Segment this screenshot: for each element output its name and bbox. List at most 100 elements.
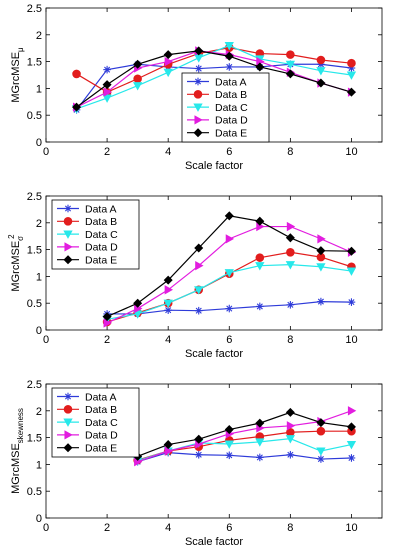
x-tick-label: 0: [43, 522, 49, 534]
chart-panel-3: 0 2 4 6 8 10 0 0.5 1 1.5 2 2.5 Scale factor MGrcMSEsk…: [10, 379, 383, 548]
data-point: [164, 56, 174, 67]
data-point: [133, 298, 143, 308]
series-line: [76, 63, 352, 111]
data-point: [285, 60, 296, 70]
data-point: [102, 94, 112, 103]
legend-label: Data B: [85, 216, 117, 228]
x-axis-label: Scale factor: [185, 536, 243, 548]
y-tick-label: 2.5: [27, 3, 42, 15]
data-point: [225, 451, 234, 460]
legend-label: Data A: [85, 391, 117, 403]
y-tick-label: 2: [36, 30, 42, 42]
data-point: [225, 63, 234, 71]
data-point: [255, 62, 265, 72]
legend-marker: [194, 77, 202, 86]
data-point: [286, 247, 295, 257]
legend-marker: [64, 392, 72, 401]
data-point: [285, 407, 295, 417]
x-tick-label: 6: [226, 522, 232, 534]
y-axis-label: MGrcMSEskewness: [10, 408, 25, 494]
data-point: [346, 246, 356, 256]
series-a: [103, 297, 356, 318]
data-point: [224, 269, 234, 278]
data-point: [224, 425, 234, 435]
y-tick-label: 2: [36, 218, 42, 230]
legend-entry: Data A: [57, 391, 117, 403]
data-point: [103, 65, 111, 74]
data-point: [347, 58, 356, 68]
x-axis-label: Scale factor: [185, 160, 243, 172]
data-point: [256, 453, 264, 462]
series-e: [102, 211, 356, 322]
data-point: [346, 422, 356, 432]
data-point: [317, 455, 325, 463]
x-tick-label: 0: [43, 146, 49, 158]
y-axis-label-sup: 2: [7, 234, 16, 239]
x-tick-label: 4: [165, 146, 171, 158]
legend-entry: Data D: [187, 115, 248, 127]
y-tick-label: 1: [36, 459, 42, 471]
y-tick-label: 1: [36, 271, 42, 283]
legend-marker: [193, 90, 203, 99]
data-point: [163, 440, 173, 450]
y-tick-label: 1.5: [27, 57, 42, 69]
data-point: [346, 441, 357, 450]
data-point: [194, 434, 204, 444]
data-point: [286, 450, 295, 459]
legend-label: Data D: [215, 115, 248, 127]
legend-marker: [63, 405, 73, 414]
x-tick-label: 8: [287, 522, 293, 534]
x-tick-label: 8: [287, 334, 293, 346]
data-point: [164, 446, 174, 456]
data-point: [195, 261, 204, 271]
data-point: [133, 74, 142, 84]
data-point: [163, 68, 173, 78]
data-point: [224, 440, 234, 449]
data-point: [286, 50, 295, 59]
data-point: [316, 447, 326, 456]
data-point: [102, 312, 112, 322]
data-point: [316, 67, 326, 76]
legend-label: Data E: [85, 443, 117, 455]
data-point: [316, 418, 326, 428]
data-point: [224, 211, 234, 221]
legend-entry: Data C: [57, 417, 118, 429]
data-point: [194, 450, 203, 459]
x-tick-label: 0: [43, 334, 49, 346]
x-tick-label: 4: [165, 334, 171, 346]
x-tick-label: 2: [104, 522, 110, 534]
data-point: [255, 418, 265, 428]
legend-label: Data D: [85, 242, 118, 254]
legend-label: Data B: [215, 89, 247, 101]
y-tick-label: 0.5: [27, 298, 42, 310]
data-point: [255, 438, 265, 447]
series-e: [133, 407, 356, 461]
data-point: [285, 69, 295, 79]
y-tick-label: 0: [36, 325, 42, 337]
y-tick-label: 0.5: [27, 486, 42, 498]
data-point: [133, 59, 143, 69]
legend-label: Data C: [85, 417, 118, 429]
y-tick-label: 1.5: [27, 433, 42, 445]
x-tick-label: 6: [226, 146, 232, 158]
data-point: [346, 267, 357, 276]
legend-marker: [64, 204, 72, 213]
x-tick-label: 2: [104, 334, 110, 346]
series-line: [137, 411, 352, 457]
data-point: [346, 71, 357, 80]
series-line: [76, 50, 352, 108]
legend-label: Data C: [85, 229, 118, 241]
legend-entry: Data E: [57, 255, 117, 267]
data-point: [194, 286, 204, 295]
series-line: [137, 410, 352, 463]
legend-entry: Data D: [57, 430, 118, 442]
data-point: [316, 426, 326, 436]
y-tick-label: 1.5: [27, 245, 42, 257]
legend-entry: Data C: [187, 102, 248, 114]
legend-entry: Data A: [57, 203, 117, 215]
legend-label: Data A: [215, 76, 247, 88]
y-tick-label: 2: [36, 406, 42, 418]
data-point: [316, 78, 326, 88]
